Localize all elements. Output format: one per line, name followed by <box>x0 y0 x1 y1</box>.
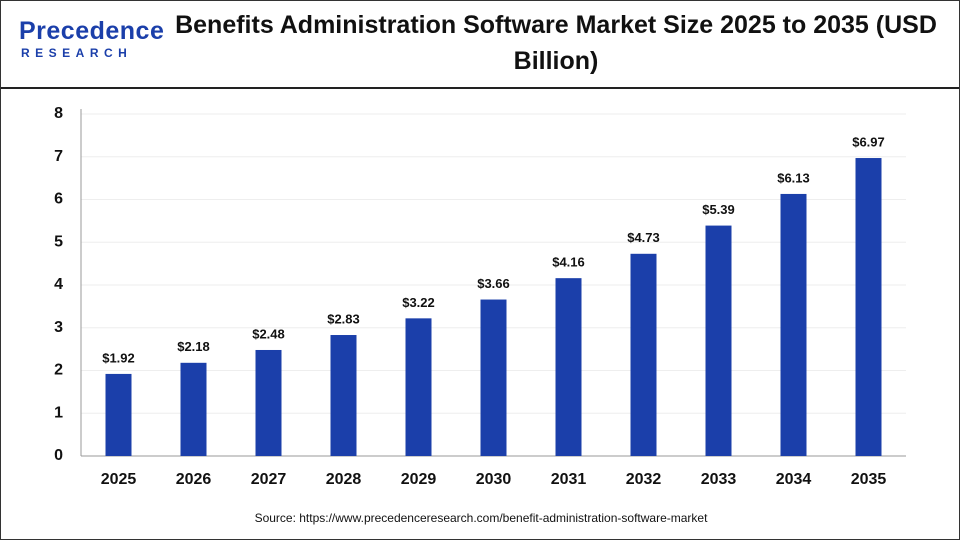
value-label: $4.73 <box>627 230 660 245</box>
y-tick-label: 4 <box>54 276 63 293</box>
chart-title: Benefits Administration Software Market … <box>175 11 937 75</box>
x-tick-label: 2032 <box>626 471 662 488</box>
value-label: $5.39 <box>702 202 735 217</box>
x-tick-label: 2029 <box>401 471 437 488</box>
bar <box>255 349 282 456</box>
y-tick-label: 3 <box>54 319 63 336</box>
value-label: $6.97 <box>852 134 885 149</box>
x-tick-label: 2026 <box>176 471 212 488</box>
x-tick-label: 2031 <box>551 471 587 488</box>
logo-tagline: RESEARCH <box>21 46 133 60</box>
x-tick-label: 2033 <box>701 471 737 488</box>
bar <box>630 253 657 456</box>
x-tick-label: 2030 <box>476 471 512 488</box>
x-tick-label: 2034 <box>776 471 812 488</box>
value-label: $4.16 <box>552 255 585 270</box>
x-tick-label: 2025 <box>101 471 137 488</box>
value-label: $3.66 <box>477 276 510 291</box>
x-tick-label: 2035 <box>851 471 887 488</box>
value-label: $1.92 <box>102 350 135 365</box>
value-label: $3.22 <box>402 295 435 310</box>
bar <box>330 335 357 456</box>
bar <box>705 225 732 456</box>
x-tick-label: 2027 <box>251 471 287 488</box>
bar <box>780 193 807 456</box>
value-label: $2.18 <box>177 339 210 354</box>
x-tick-label: 2028 <box>326 471 362 488</box>
bar <box>405 318 432 456</box>
bar <box>555 278 582 456</box>
bar <box>855 158 882 456</box>
logo-name: Precedence <box>19 17 165 45</box>
bar <box>105 373 132 456</box>
source-note: Source: https://www.precedenceresearch.c… <box>255 511 709 525</box>
bar <box>480 299 507 456</box>
y-tick-label: 0 <box>54 447 63 464</box>
y-tick-label: 5 <box>54 233 63 250</box>
y-tick-label: 8 <box>54 105 63 122</box>
y-tick-label: 6 <box>54 191 63 208</box>
bar <box>180 362 207 456</box>
header-rule <box>1 87 959 89</box>
y-tick-label: 7 <box>54 148 63 165</box>
value-label: $2.83 <box>327 311 360 326</box>
y-tick-label: 2 <box>54 362 63 379</box>
y-tick-label: 1 <box>54 404 63 421</box>
value-label: $2.48 <box>252 326 285 341</box>
value-label: $6.13 <box>777 170 810 185</box>
